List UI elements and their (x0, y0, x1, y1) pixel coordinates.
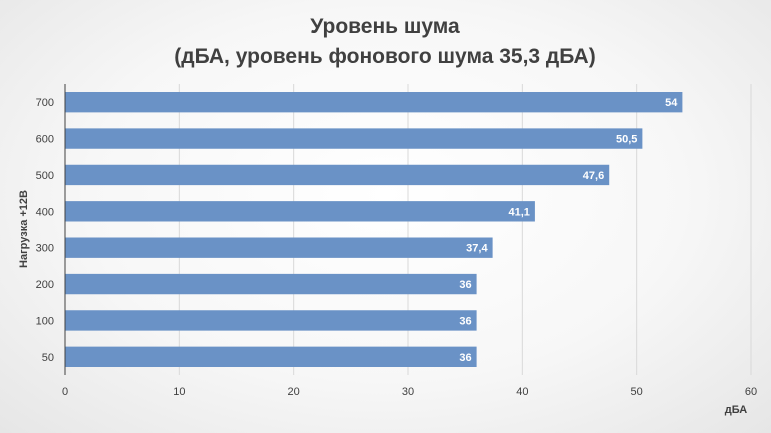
bar (65, 237, 493, 258)
bar-data-label: 37,4 (466, 243, 488, 255)
x-tick-label: 60 (745, 386, 757, 398)
bar (65, 310, 477, 331)
bar-data-label: 50,5 (616, 134, 637, 146)
x-axis-ticks: 0 10 20 30 40 50 60 (62, 386, 757, 398)
bar-data-label: 41,1 (508, 206, 529, 218)
x-tick-label: 50 (631, 386, 643, 398)
bar-data-label: 54 (665, 97, 678, 109)
y-tick-label: 200 (36, 279, 54, 291)
y-tick-label: 300 (36, 243, 54, 255)
bar (65, 201, 535, 222)
bar (65, 128, 643, 149)
bar (65, 164, 610, 186)
bar (65, 92, 683, 113)
bar (65, 273, 477, 295)
y-tick-label: 100 (36, 315, 54, 327)
chart-title: Уровень шума (310, 15, 460, 38)
y-tick-label: 600 (36, 134, 54, 146)
y-tick-label: 500 (36, 170, 54, 182)
gridlines (178, 84, 752, 375)
y-axis-title: Нагрузка +12В (18, 190, 30, 268)
x-tick-label: 10 (173, 386, 185, 398)
x-tick-label: 0 (62, 386, 68, 398)
bar-data-label: 36 (459, 279, 471, 291)
bar-data-label: 36 (459, 315, 471, 327)
y-axis-ticks: 700 600 500 400 300 200 100 50 (36, 97, 54, 364)
x-tick-label: 20 (288, 386, 300, 398)
chart-subtitle: (дБА, уровень фонового шума 35,3 дБА) (174, 45, 595, 68)
bar (65, 346, 477, 367)
bar-data-label: 36 (459, 352, 471, 364)
x-axis-title: дБА (725, 404, 747, 416)
y-tick-label: 50 (42, 352, 54, 364)
x-tick-label: 30 (402, 386, 414, 398)
data-labels: 54 50,5 47,6 41,1 37,4 36 36 36 (459, 97, 678, 364)
bars (65, 92, 683, 367)
bar-data-label: 47,6 (583, 170, 604, 182)
x-tick-label: 40 (516, 386, 528, 398)
y-tick-label: 400 (36, 206, 54, 218)
y-tick-label: 700 (36, 97, 54, 109)
